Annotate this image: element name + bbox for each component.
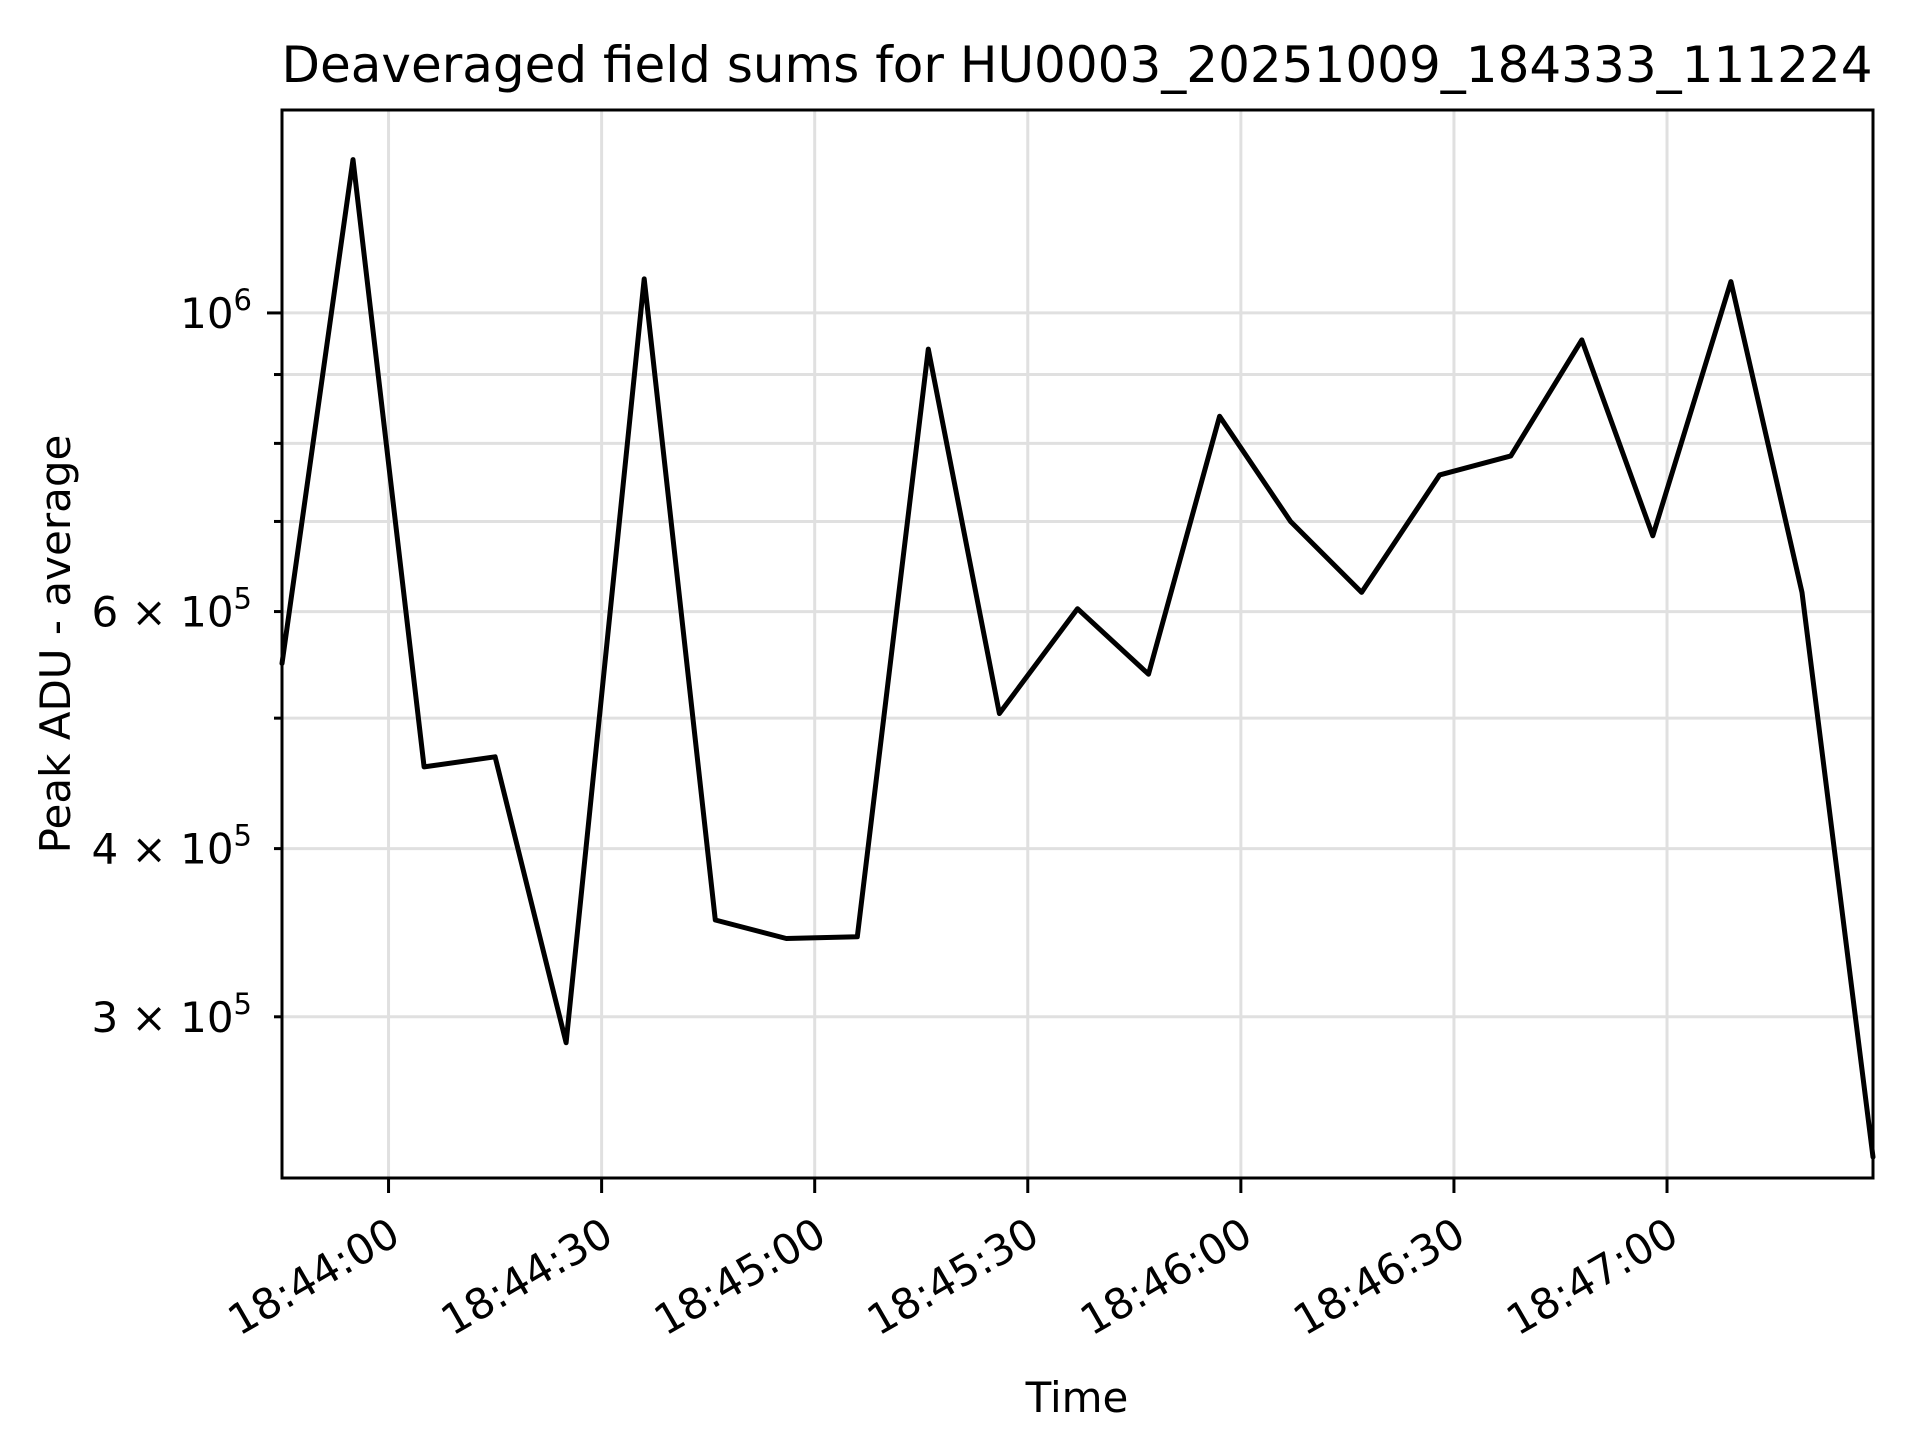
y-tick-label: 3 × 105	[91, 987, 252, 1042]
x-tick-label: 18:44:00	[220, 1208, 408, 1345]
chart-title: Deaveraged field sums for HU0003_2025100…	[281, 36, 1872, 94]
axis-layer: 18:44:00 18:44:30 18:45:00 18:45:30 18:46:00…	[91, 108, 1875, 1345]
plot-border	[280, 108, 1875, 1180]
series-line	[279, 157, 1876, 1160]
x-axis-label: Time	[1025, 1373, 1129, 1422]
x-tick-label: 18:46:30	[1285, 1208, 1473, 1345]
y-tick-label: 106	[180, 283, 252, 338]
x-tick-label: 18:44:30	[433, 1208, 621, 1345]
x-tick-label: 18:47:00	[1498, 1208, 1686, 1345]
series-layer	[279, 157, 1876, 1160]
x-tick-label: 18:45:00	[646, 1208, 834, 1345]
grid-layer	[282, 110, 1873, 1178]
y-tick-label: 4 × 105	[91, 819, 252, 874]
x-tick-label: 18:46:00	[1072, 1208, 1260, 1345]
y-tick-label: 6 × 105	[91, 582, 252, 637]
x-tick-label: 18:45:30	[859, 1208, 1047, 1345]
y-axis-label: Peak ADU - average	[31, 435, 80, 854]
